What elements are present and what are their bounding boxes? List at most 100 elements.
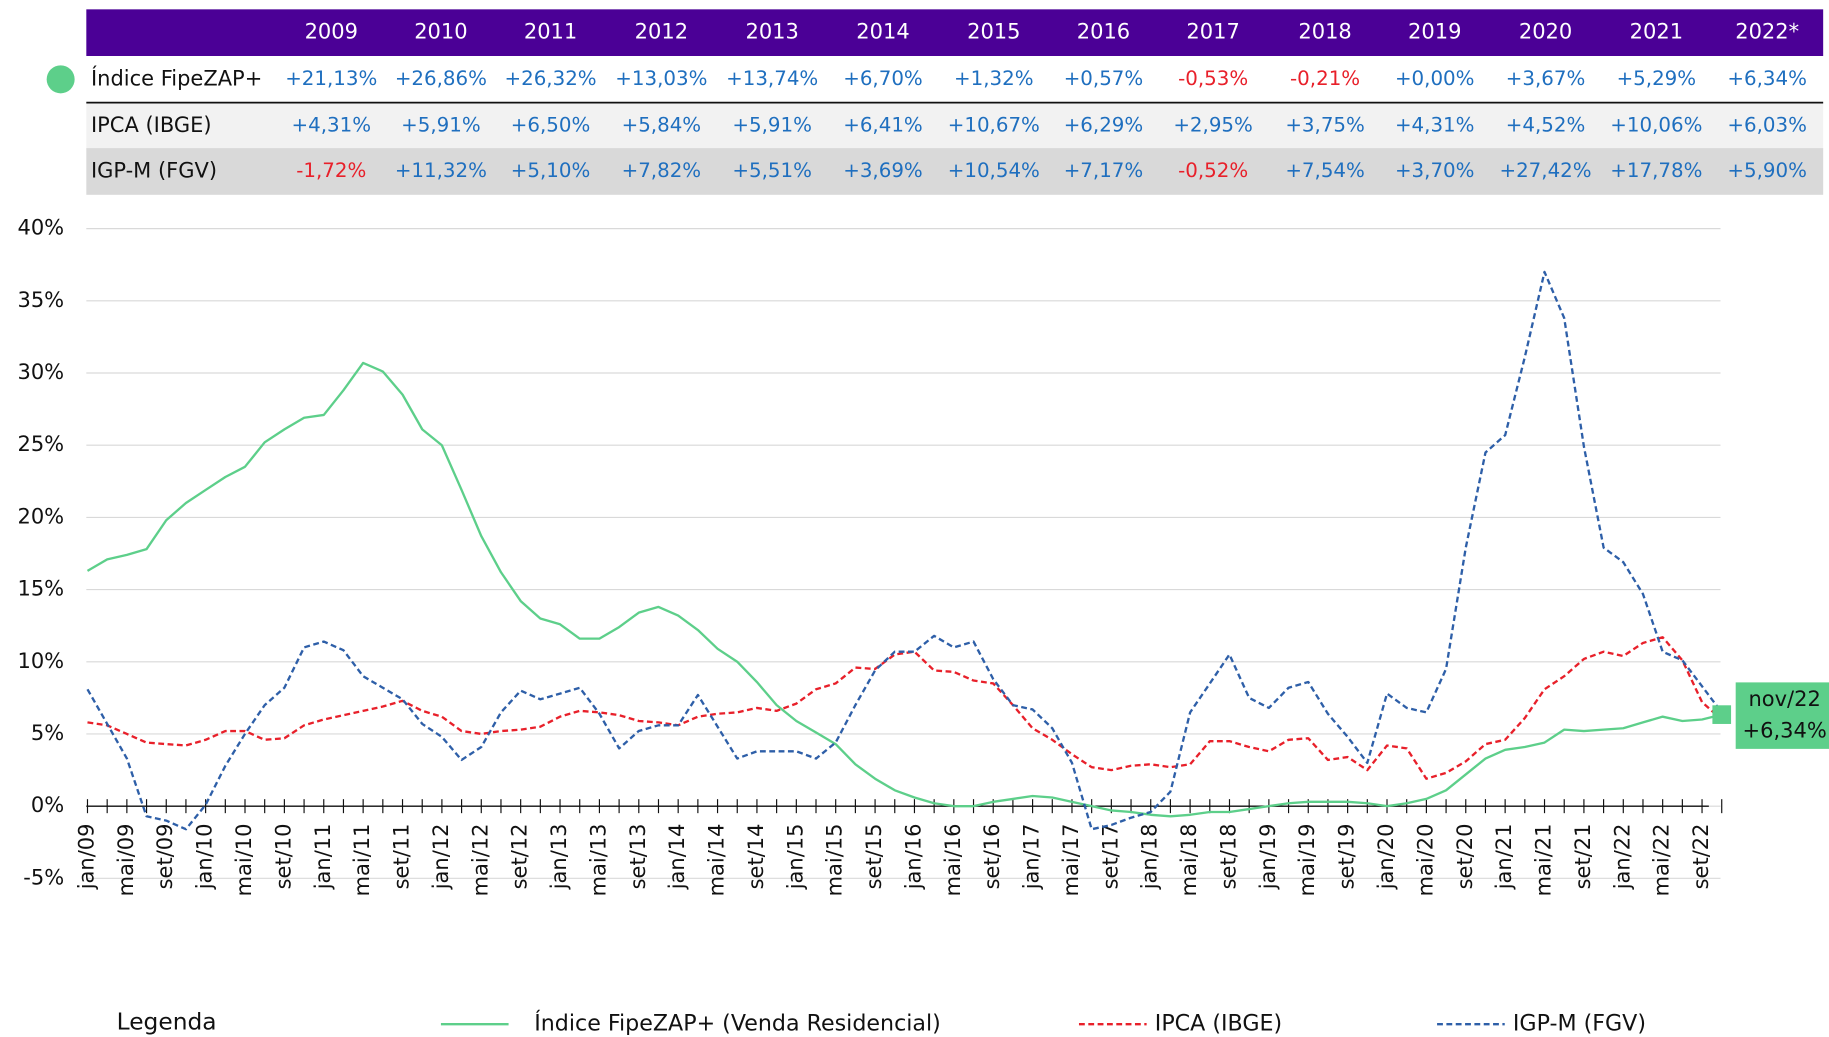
x-tick-label: set/17 (1098, 824, 1122, 890)
y-tick-label: 0% (31, 793, 64, 817)
series-line (87, 636, 1723, 780)
x-tick-label: mai/09 (114, 824, 138, 897)
table-cell: +3,75% (1285, 113, 1365, 136)
x-tick-label: mai/15 (823, 824, 847, 897)
y-tick-label: 30% (17, 360, 64, 384)
legend-label: IPCA (IBGE) (1155, 1011, 1282, 1037)
table-cell: +13,03% (615, 67, 707, 90)
table-cell: +4,52% (1506, 113, 1586, 136)
table-cell: +6,41% (843, 113, 923, 136)
table-cell: +5,84% (622, 113, 702, 136)
table-cell: +0,00% (1395, 67, 1475, 90)
y-tick-label: 25% (17, 432, 64, 456)
x-tick-label: mai/22 (1650, 824, 1674, 897)
annotation-text: nov/22 (1749, 687, 1821, 711)
column-header: 2011 (524, 20, 577, 44)
table-cell: +5,91% (732, 113, 812, 136)
table-cell: +10,67% (948, 113, 1040, 136)
x-tick-label: mai/11 (350, 824, 374, 897)
column-header: 2018 (1298, 20, 1351, 44)
table-cell: +6,50% (511, 113, 591, 136)
table-cell: +5,51% (732, 159, 812, 182)
table-cell: +21,13% (285, 67, 377, 90)
x-tick-label: jan/21 (1492, 824, 1516, 891)
y-tick-label: -5% (23, 865, 64, 889)
annotation-box (1735, 682, 1829, 749)
x-tick-label: jan/15 (783, 824, 807, 891)
x-tick-label: mai/17 (1059, 824, 1083, 897)
table-cell: +6,03% (1727, 113, 1807, 136)
y-tick-label: 5% (31, 721, 64, 745)
x-tick-label: jan/20 (1374, 824, 1398, 891)
table-cell: -0,52% (1178, 159, 1248, 182)
x-tick-label: set/13 (626, 824, 650, 890)
x-tick-label: mai/14 (705, 824, 729, 897)
x-tick-label: jan/10 (193, 824, 217, 891)
table-row (86, 102, 1824, 150)
x-tick-label: jan/16 (901, 824, 925, 891)
y-tick-label: 35% (17, 288, 64, 312)
column-header: 2013 (745, 20, 798, 44)
table-cell: +13,74% (726, 67, 818, 90)
row-marker (46, 65, 75, 94)
x-tick-label: set/22 (1689, 824, 1713, 890)
table-cell: +7,17% (1064, 159, 1144, 182)
column-header: 2009 (305, 20, 358, 44)
x-tick-label: jan/12 (429, 824, 453, 891)
table-cell: +3,67% (1506, 67, 1586, 90)
annotation-text: +6,34% (1743, 718, 1827, 742)
y-tick-label: 40% (17, 216, 64, 240)
x-tick-label: set/12 (508, 824, 532, 890)
table-cell: +11,32% (395, 159, 487, 182)
table-cell: +7,82% (622, 159, 702, 182)
legend-title: Legenda (117, 1008, 217, 1035)
column-header: 2021 (1630, 20, 1683, 44)
column-header: 2015 (967, 20, 1020, 44)
table-cell: +2,95% (1173, 113, 1253, 136)
x-tick-label: jan/13 (547, 824, 571, 891)
y-tick-label: 15% (17, 577, 64, 601)
x-tick-label: set/21 (1571, 824, 1595, 890)
column-header: 2010 (414, 20, 467, 44)
table-cell: +3,69% (843, 159, 923, 182)
table-cell: +10,06% (1610, 113, 1702, 136)
series-line (86, 270, 1723, 831)
x-tick-label: set/19 (1335, 824, 1359, 890)
x-tick-label: mai/19 (1295, 824, 1319, 897)
x-tick-label: jan/11 (311, 824, 335, 891)
series-line (86, 361, 1722, 818)
table-row (86, 148, 1824, 195)
x-tick-label: jan/22 (1610, 824, 1634, 891)
table-cell: +4,31% (1395, 113, 1475, 136)
table-header (86, 9, 1824, 57)
table-cell: +6,34% (1727, 67, 1807, 90)
x-tick-label: set/11 (390, 824, 414, 890)
x-tick-label: set/20 (1453, 824, 1477, 890)
y-tick-label: 20% (17, 504, 64, 528)
column-header: 2020 (1519, 20, 1572, 44)
legend-label: IGP-M (FGV) (1513, 1011, 1646, 1037)
column-header: 2022* (1735, 20, 1799, 44)
x-tick-label: mai/21 (1532, 824, 1556, 897)
row-label: Índice FipeZAP+ (91, 65, 262, 90)
x-tick-label: set/15 (862, 824, 886, 890)
x-tick-label: mai/18 (1177, 824, 1201, 897)
row-label: IPCA (IBGE) (91, 113, 212, 137)
x-tick-label: jan/19 (1256, 824, 1280, 891)
x-tick-label: set/10 (271, 824, 295, 890)
table-cell: +5,29% (1617, 67, 1697, 90)
column-header: 2017 (1186, 20, 1239, 44)
table-cell: +27,42% (1499, 159, 1591, 182)
x-tick-label: mai/13 (586, 824, 610, 897)
x-tick-label: mai/10 (232, 824, 256, 897)
table-cell: +6,70% (843, 67, 923, 90)
x-tick-label: jan/09 (74, 824, 98, 891)
table-cell: +0,57% (1064, 67, 1144, 90)
row-label: IGP-M (FGV) (91, 158, 217, 182)
x-tick-label: set/14 (744, 824, 768, 890)
table-cell: -0,21% (1290, 67, 1360, 90)
legend-label: Índice FipeZAP+ (Venda Residencial) (534, 1009, 941, 1037)
table-cell: +5,91% (401, 113, 481, 136)
column-header: 2012 (635, 20, 688, 44)
